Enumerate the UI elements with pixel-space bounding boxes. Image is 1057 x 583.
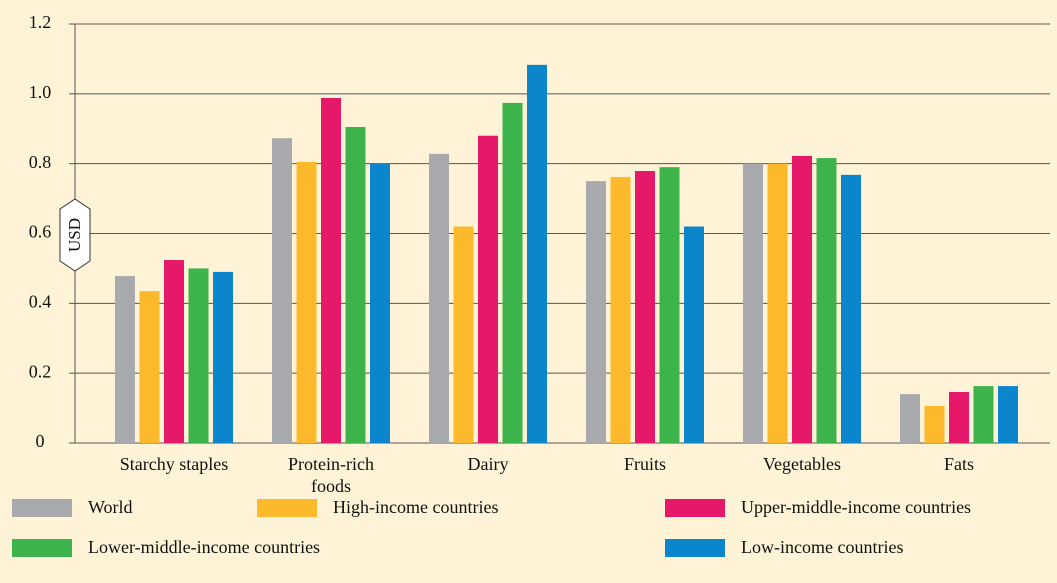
legend-label: Upper-middle-income countries — [741, 497, 971, 517]
legend-label: World — [88, 497, 133, 517]
legend-label: High-income countries — [333, 497, 498, 517]
bar — [188, 268, 209, 443]
bar — [816, 158, 837, 443]
bar — [139, 291, 160, 443]
bar — [502, 102, 523, 443]
x-tick-label: Protein-rich foods — [288, 454, 374, 496]
bar — [429, 153, 449, 443]
bar — [164, 260, 184, 443]
legend-swatch — [12, 539, 72, 557]
y-axis-label-group: USD — [59, 198, 91, 272]
bar — [743, 163, 763, 443]
y-tick-label: 0.6 — [29, 222, 52, 242]
legend-swatch — [665, 499, 725, 517]
legend-swatch — [12, 499, 72, 517]
bar — [973, 386, 994, 443]
bar — [115, 276, 135, 443]
legend-swatch — [257, 499, 317, 517]
bar — [321, 98, 341, 444]
bar — [998, 386, 1018, 443]
y-tick-label: 0.2 — [29, 361, 52, 381]
bar — [370, 163, 390, 443]
y-tick-label: 0.8 — [29, 152, 52, 172]
bar — [586, 181, 606, 443]
y-axis-label-box — [59, 198, 91, 272]
y-tick-label: 0.4 — [29, 291, 52, 311]
bar — [841, 174, 861, 443]
bar — [635, 170, 655, 444]
bar — [527, 64, 547, 443]
x-tick-label: Dairy — [467, 454, 509, 474]
y-tick-label: 1.2 — [29, 12, 52, 32]
bar — [213, 271, 233, 443]
y-axis-label: USD — [65, 218, 84, 252]
bar — [792, 155, 812, 444]
legend-label: Low-income countries — [741, 537, 903, 557]
bar — [345, 127, 366, 444]
bar — [949, 392, 969, 443]
x-tick-label: Starchy staples — [119, 454, 229, 474]
bar — [684, 226, 704, 443]
bar — [453, 226, 474, 443]
legend-swatch — [665, 539, 725, 557]
y-tick-label: 0 — [36, 431, 45, 451]
bar — [296, 161, 317, 443]
x-tick-label: Vegetables — [763, 454, 841, 474]
y-tick-label: 1.0 — [29, 82, 52, 102]
legend-label: Lower-middle-income countries — [88, 537, 320, 557]
bar — [478, 135, 498, 443]
bar — [610, 176, 631, 443]
bar — [272, 138, 292, 444]
x-tick-label: Fats — [943, 454, 974, 474]
bar — [659, 167, 680, 444]
bar — [900, 394, 920, 443]
bar — [924, 405, 945, 443]
x-tick-label: Fruits — [623, 454, 666, 474]
bar — [767, 163, 788, 443]
